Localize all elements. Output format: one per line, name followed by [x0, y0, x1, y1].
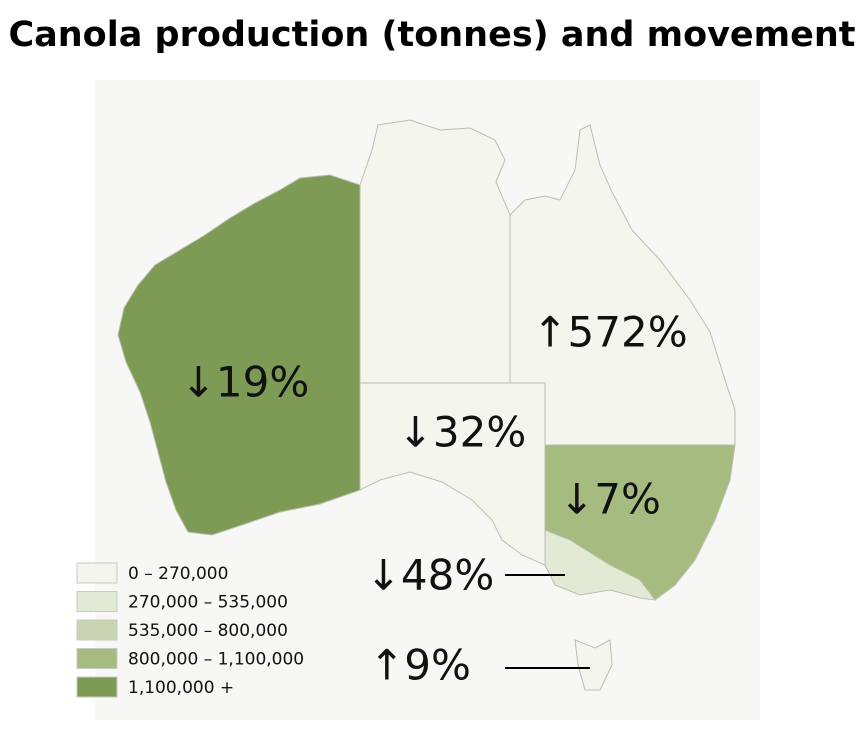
legend: 0 – 270,000 270,000 – 535,000 535,000 – 80…	[76, 562, 304, 698]
region-label: ↓48%	[366, 551, 495, 600]
legend-swatch	[76, 591, 118, 612]
region-label: ↑572%	[532, 308, 687, 357]
region-wa	[117, 174, 361, 536]
region-label: ↓7%	[559, 475, 661, 524]
region-tas	[574, 639, 613, 691]
legend-label: 0 – 270,000	[128, 564, 228, 584]
legend-swatch	[76, 676, 118, 698]
legend-label: 1,100,000 +	[128, 678, 234, 698]
legend-swatch	[76, 562, 118, 584]
legend-label: 535,000 – 800,000	[128, 621, 288, 641]
legend-swatch	[76, 648, 118, 669]
region-label: ↑9%	[369, 641, 471, 690]
region-label: ↓19%	[181, 358, 310, 407]
legend-swatch	[76, 619, 118, 641]
region-label: ↓32%	[398, 408, 527, 457]
region-nt	[359, 119, 511, 384]
map	[117, 119, 736, 691]
legend-label: 270,000 – 535,000	[128, 593, 288, 613]
title: Canola production (tonnes) and movement	[8, 15, 855, 55]
region-vic	[544, 529, 657, 601]
legend-label: 800,000 – 1,100,000	[128, 650, 304, 670]
